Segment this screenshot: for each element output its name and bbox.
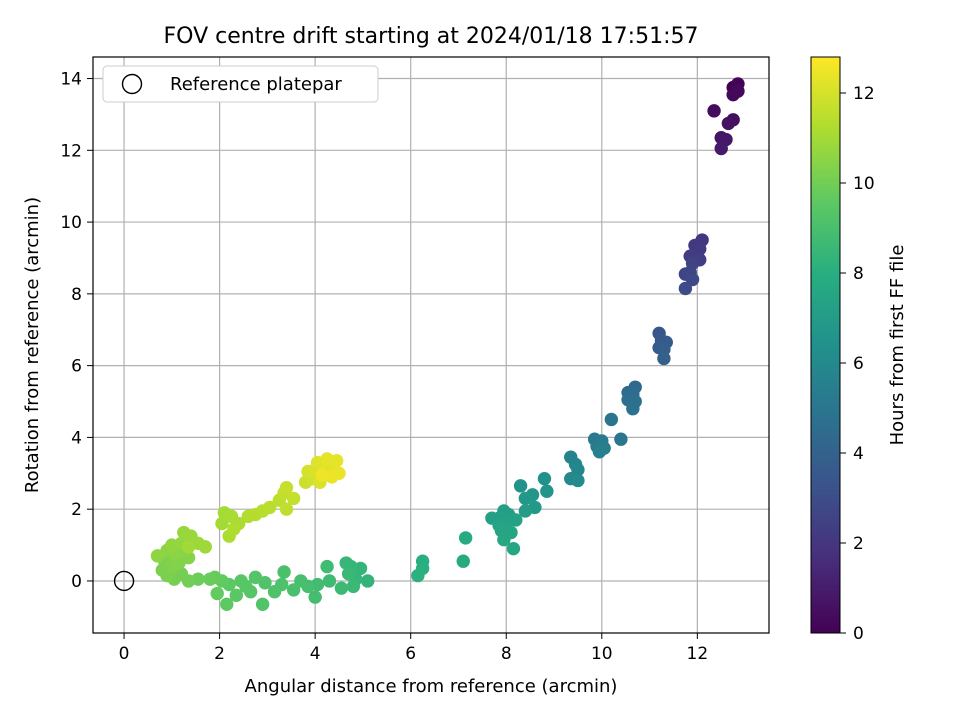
data-point [571, 473, 585, 488]
legend: Reference platepar [102, 65, 379, 103]
y-tick-label: 6 [71, 357, 82, 377]
data-point [721, 116, 736, 131]
x-axis-label: Angular distance from reference (arcmin) [245, 676, 618, 697]
data-point [203, 572, 217, 586]
data-point [263, 500, 277, 515]
data-point [248, 570, 263, 585]
data-point [286, 583, 301, 597]
data-point [540, 484, 554, 498]
data-point [267, 585, 282, 599]
y-tick-label: 4 [71, 428, 82, 448]
y-tick-label: 10 [60, 213, 82, 233]
colorbar-tick-label: 8 [853, 264, 864, 284]
data-point [731, 84, 745, 98]
data-point [707, 104, 721, 118]
data-point [678, 281, 693, 296]
x-tick-label: 6 [405, 644, 416, 664]
colorbar-tick-label: 4 [853, 444, 864, 464]
data-point [571, 463, 585, 477]
data-point [626, 402, 640, 416]
colorbar-label: Hours from first FF file [887, 245, 908, 446]
y-tick-label: 14 [60, 70, 82, 90]
data-point [279, 480, 294, 495]
x-tick-label: 10 [591, 644, 613, 664]
data-point [714, 141, 728, 156]
colorbar-tick-label: 12 [853, 84, 875, 104]
colorbar-tick-label: 6 [853, 354, 864, 374]
data-point [456, 554, 470, 568]
x-tick-label: 0 [119, 644, 130, 664]
data-point [234, 574, 248, 588]
data-point [334, 581, 349, 595]
data-point [286, 491, 301, 506]
legend-box [102, 65, 379, 103]
data-point [506, 541, 521, 556]
data-point [320, 559, 334, 574]
data-point [657, 351, 671, 366]
y-axis-label: Rotation from reference (arcmin) [22, 197, 43, 493]
data-point [497, 532, 511, 547]
data-point [322, 574, 337, 588]
data-point [255, 597, 270, 611]
legend-reference-marker [121, 73, 143, 95]
data-point [592, 445, 607, 459]
data-point [614, 432, 628, 446]
reference-marker-layer [113, 570, 135, 592]
colorbar-gradient [810, 56, 841, 634]
chart-title: FOV centre drift starting at 2024/01/18 … [164, 24, 699, 49]
data-point [513, 479, 528, 493]
data-point [308, 590, 322, 604]
data-point [339, 556, 353, 570]
data-point [279, 502, 294, 516]
data-point [458, 531, 473, 545]
data-point [210, 586, 224, 601]
x-tick-label: 4 [310, 644, 321, 664]
data-point [315, 468, 330, 482]
data-point [229, 588, 244, 603]
data-point [537, 471, 552, 486]
reference-platepar-marker [113, 570, 135, 592]
x-tick-label: 2 [214, 644, 225, 664]
data-point [346, 579, 361, 594]
plot-frame [92, 56, 770, 634]
y-tick-label: 0 [71, 572, 82, 592]
data-point [685, 272, 700, 287]
colorbar-ticks: 0 2 4 6 8 10 12 [840, 84, 875, 644]
y-axis-ticks: 0 2 4 6 8 10 12 14 [60, 70, 93, 592]
colorbar-tick-label: 10 [853, 174, 875, 194]
x-tick-label: 12 [687, 644, 709, 664]
data-point [215, 516, 229, 531]
data-point [227, 522, 241, 536]
data-point [181, 540, 196, 554]
data-point [518, 504, 533, 518]
data-point [220, 597, 234, 611]
colorbar-tick-label: 0 [853, 624, 864, 644]
data-point [411, 568, 425, 583]
data-point [360, 574, 375, 588]
data-point [294, 574, 308, 588]
data-point [693, 242, 707, 256]
x-tick-label: 8 [501, 644, 512, 664]
data-point [604, 412, 619, 427]
data-point [150, 549, 165, 563]
data-point [518, 491, 533, 506]
x-axis-ticks: 0 2 4 6 8 10 12 [119, 633, 709, 664]
data-point [277, 565, 291, 579]
data-points [150, 77, 745, 611]
y-tick-label: 12 [60, 141, 82, 161]
colorbar-tick-label: 2 [853, 534, 864, 554]
y-tick-label: 2 [71, 500, 82, 520]
data-point [198, 540, 212, 554]
data-point [341, 567, 356, 581]
colorbar: 0 2 4 6 8 10 12 Hours from first FF file [810, 56, 908, 644]
data-point [329, 454, 344, 468]
legend-entry-label: Reference platepar [170, 74, 342, 95]
y-tick-label: 8 [71, 285, 82, 305]
